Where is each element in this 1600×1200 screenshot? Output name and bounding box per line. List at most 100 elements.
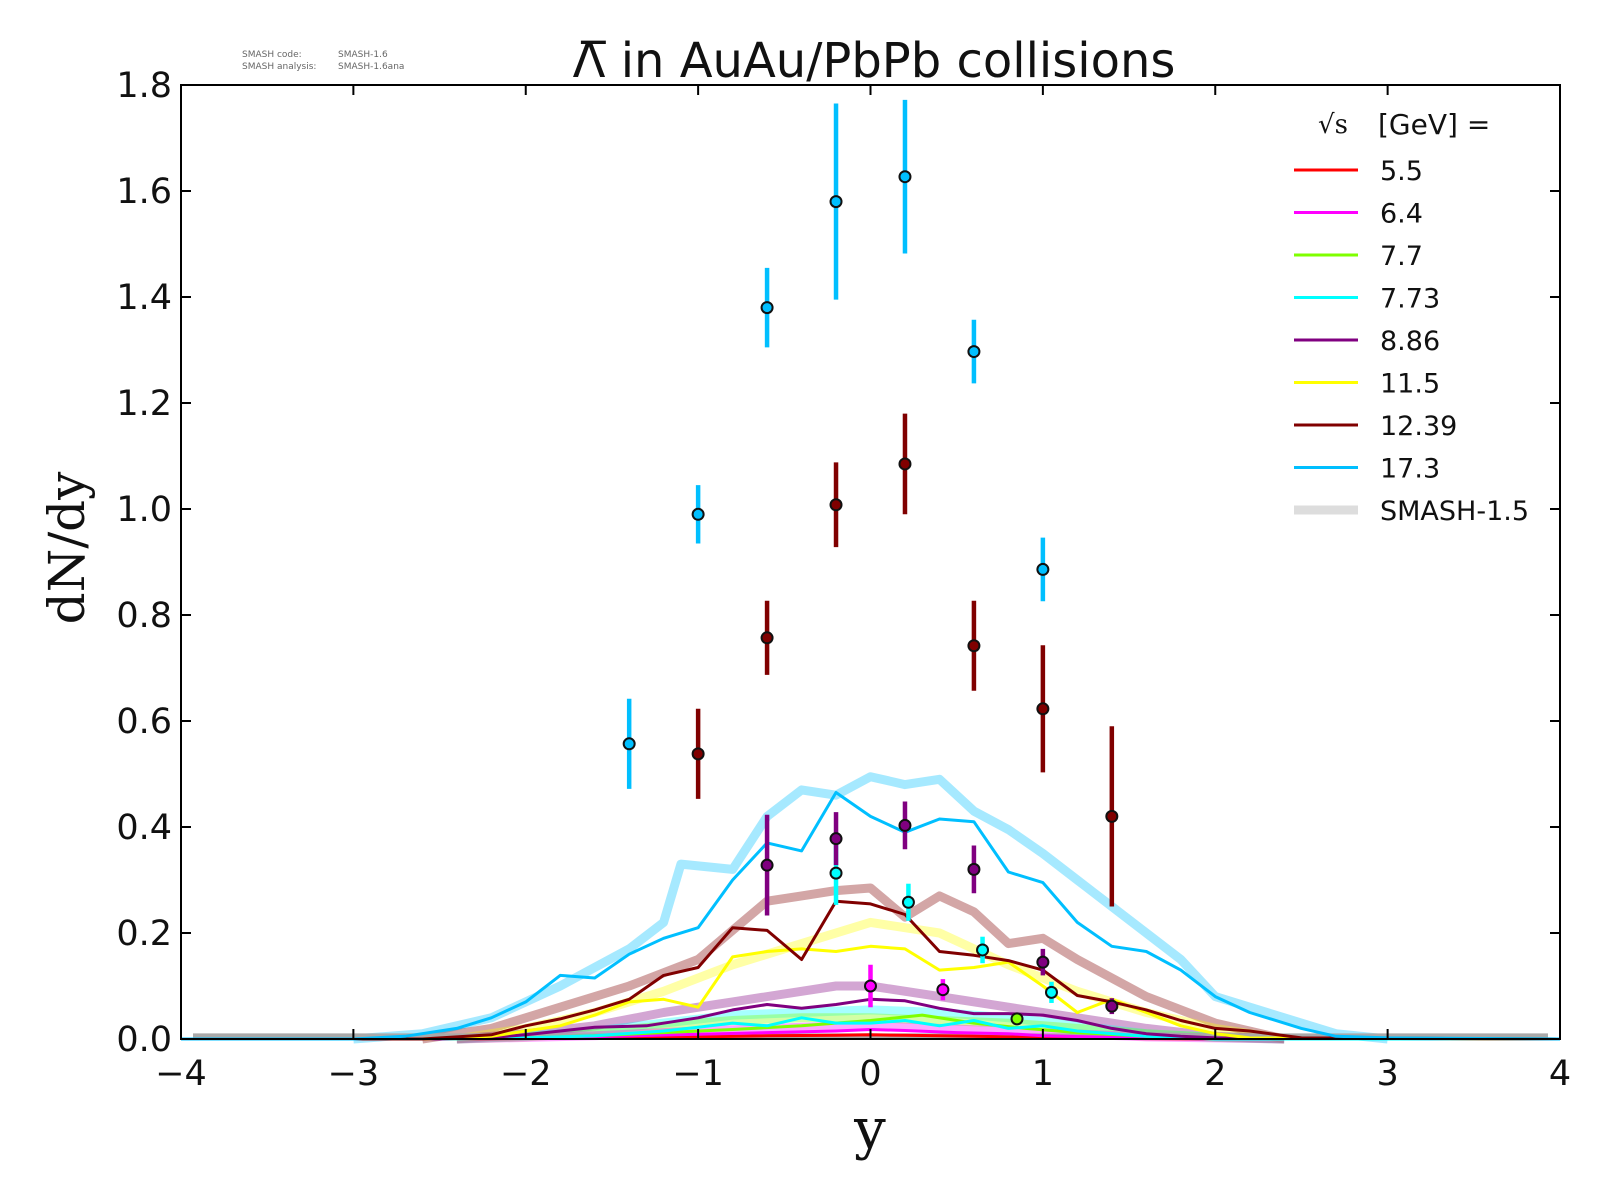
legend-title-sqrt: √s xyxy=(1318,110,1348,140)
axes xyxy=(180,84,1561,1040)
legend-entry-17.3: 17.3 xyxy=(1294,454,1440,485)
data-point-8.86-1 xyxy=(829,812,843,866)
legend-entry-11.5: 11.5 xyxy=(1294,369,1440,400)
software-stamp: SMASH code: SMASH-1.6 SMASH analysis: SM… xyxy=(242,50,404,72)
series-line-8.86 xyxy=(181,997,1561,1041)
data-point-12.39-3 xyxy=(898,413,912,515)
data-point-12.39-4 xyxy=(967,600,981,691)
data-marker xyxy=(936,983,950,997)
series-line-17.3 xyxy=(181,791,1561,1041)
data-marker xyxy=(1105,809,1119,823)
legend-entry-SMASH-1.5: SMASH-1.5 xyxy=(1294,496,1529,527)
y-tick-label: 1.0 xyxy=(116,490,172,530)
stamp-analysis-value: SMASH-1.6ana xyxy=(338,62,404,72)
reference-curve-3 xyxy=(456,981,1285,1044)
data-marker xyxy=(829,866,843,880)
data-marker xyxy=(898,457,912,471)
data-point-17.3-1 xyxy=(691,485,705,544)
plot-frame xyxy=(180,84,1561,1040)
legend-title: [GeV] = xyxy=(1378,108,1490,141)
data-point-17.3-6 xyxy=(1036,537,1050,602)
data-marker xyxy=(898,170,912,184)
data-marker xyxy=(967,345,981,359)
data-marker xyxy=(622,737,636,751)
data-point-7.73-1 xyxy=(901,883,915,921)
stamp-code-key: SMASH code: xyxy=(242,50,302,60)
legend-entry-8.86: 8.86 xyxy=(1294,326,1440,357)
data-marker xyxy=(901,895,915,909)
data-marker xyxy=(829,498,843,512)
data-point-12.39-2 xyxy=(829,462,843,548)
x-tick-label: 4 xyxy=(1549,1054,1571,1094)
data-marker xyxy=(967,639,981,653)
x-tick-label: −4 xyxy=(155,1054,207,1094)
legend-label: SMASH-1.5 xyxy=(1380,496,1529,527)
data-point-17.3-5 xyxy=(967,319,981,384)
data-point-12.39-0 xyxy=(691,708,705,799)
legend-entry-12.39: 12.39 xyxy=(1294,411,1457,442)
y-tick-label: 1.6 xyxy=(116,172,172,212)
legend-entry-7.7: 7.7 xyxy=(1294,241,1423,272)
data-marker xyxy=(691,507,705,521)
series-line-12.39 xyxy=(181,899,1561,1041)
chart-title: Λ̅ in AuAu/PbPb collisions xyxy=(573,33,1176,89)
data-point-8.86-2 xyxy=(898,801,912,850)
data-point-12.39-5 xyxy=(1036,645,1050,773)
stamp-code-value: SMASH-1.6 xyxy=(338,50,388,60)
x-tick-label: −1 xyxy=(672,1054,724,1094)
data-point-8.86-0 xyxy=(760,814,774,916)
data-marker xyxy=(1036,562,1050,576)
data-point-7.73-2 xyxy=(976,936,990,964)
x-tick-label: 3 xyxy=(1376,1054,1398,1094)
y-tick-label: 0.8 xyxy=(116,596,172,636)
data-point-8.86-5 xyxy=(1105,998,1119,1015)
series-line-11.5 xyxy=(181,944,1561,1041)
data-marker xyxy=(1105,999,1119,1013)
legend-label: 7.73 xyxy=(1380,284,1440,315)
data-point-17.3-0 xyxy=(622,698,636,789)
data-point-8.86-3 xyxy=(967,845,981,894)
y-tick-label: 1.8 xyxy=(116,66,172,106)
data-marker xyxy=(976,943,990,957)
data-point-7.73-3 xyxy=(1044,981,1058,1003)
data-marker xyxy=(829,832,843,846)
x-tick-label: 1 xyxy=(1032,1054,1054,1094)
legend-label: 12.39 xyxy=(1380,411,1457,442)
data-marker xyxy=(760,631,774,645)
data-marker xyxy=(1036,702,1050,716)
data-marker xyxy=(760,301,774,315)
data-point-12.39-1 xyxy=(760,600,774,675)
legend: √s [GeV] = 5.5 6.4 7.7 7.73 8.86 11.5 12.39 17.… xyxy=(1294,108,1529,527)
data-marker xyxy=(1010,1012,1024,1026)
data-marker xyxy=(1036,955,1050,969)
data-point-6.4-0 xyxy=(864,964,877,1008)
data-point-8.86-4 xyxy=(1036,948,1050,976)
data-point-12.39-6 xyxy=(1105,726,1119,907)
series-lines xyxy=(181,791,1561,1041)
legend-label: 11.5 xyxy=(1380,369,1440,400)
y-tick-label: 1.4 xyxy=(116,278,172,318)
tick-labels: −4 −3 −2 −1 0 1 2 3 4 0.0 0.2 0.4 0.6 0.8 1.0 1.2 1.4 1.6… xyxy=(116,66,1571,1094)
y-tick-label: 0.4 xyxy=(116,808,172,848)
legend-label: 17.3 xyxy=(1380,454,1440,485)
y-tick-label: 0.6 xyxy=(116,702,172,742)
data-marker xyxy=(864,979,877,993)
data-point-7.7-0 xyxy=(1010,1012,1024,1026)
x-tick-label: 2 xyxy=(1204,1054,1226,1094)
data-point-17.3-3 xyxy=(829,103,843,300)
data-marker xyxy=(967,862,981,876)
data-point-17.3-2 xyxy=(760,267,774,348)
data-marker xyxy=(829,195,843,209)
data-point-17.3-4 xyxy=(898,99,912,254)
reference-curve-0 xyxy=(353,772,1389,1044)
legend-label: 5.5 xyxy=(1380,156,1423,187)
data-marker xyxy=(760,858,774,872)
legend-entry-7.73: 7.73 xyxy=(1294,284,1440,315)
data-marker xyxy=(691,747,705,761)
y-tick-label: 1.2 xyxy=(116,384,172,424)
series-line-7.73 xyxy=(181,1016,1560,1041)
y-tick-label: 0.0 xyxy=(116,1020,172,1060)
legend-entry-6.4: 6.4 xyxy=(1294,199,1423,230)
x-axis-label: y xyxy=(853,1097,886,1162)
